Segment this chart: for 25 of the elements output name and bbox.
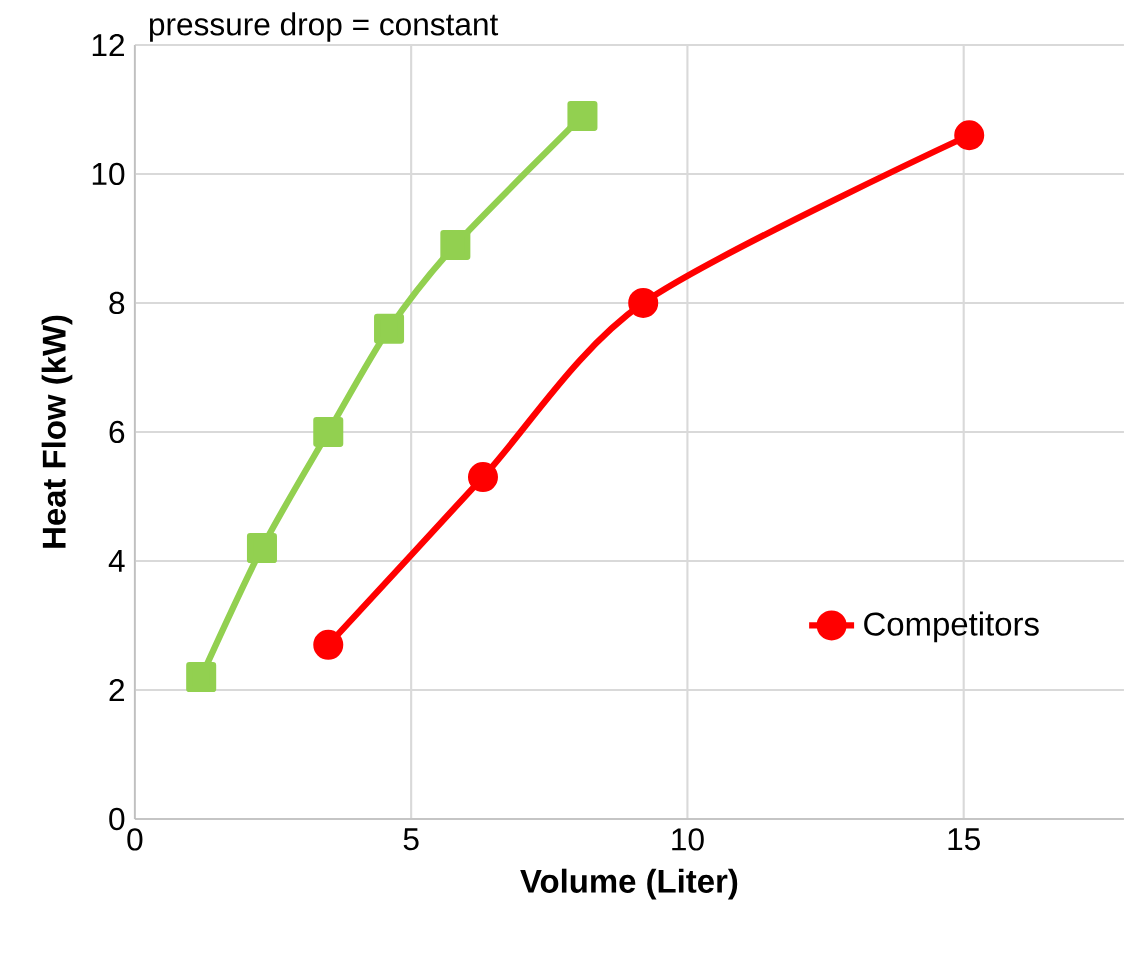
x-tick-label: 5 [403, 828, 419, 851]
point [186, 662, 217, 693]
y-tick-label: 6 [109, 420, 125, 444]
y-tick-label: 10 [92, 162, 125, 186]
x-axis-title: Volume (Liter) [520, 868, 738, 900]
point [954, 120, 985, 151]
x-tick-label: 15 [948, 828, 980, 851]
point [246, 533, 277, 564]
point [567, 100, 598, 131]
y-tick-label: 8 [109, 291, 125, 315]
y-tick-label: 12 [92, 33, 124, 56]
y-tick-label: 0 [109, 807, 125, 831]
y-tick-label: 4 [108, 550, 125, 572]
point [374, 313, 405, 344]
legend-label: Competitors [864, 611, 1039, 643]
point [467, 462, 498, 493]
point [628, 287, 659, 318]
y-tick-label: 2 [109, 678, 124, 701]
point [440, 229, 471, 260]
y-axis-title: Heat Flow (kW) [41, 315, 73, 548]
text: pressure drop = constant [149, 12, 499, 42]
point [313, 629, 344, 660]
x-tick-label: 0 [127, 828, 143, 851]
point [313, 416, 344, 447]
x-tick-label: 10 [672, 828, 704, 851]
